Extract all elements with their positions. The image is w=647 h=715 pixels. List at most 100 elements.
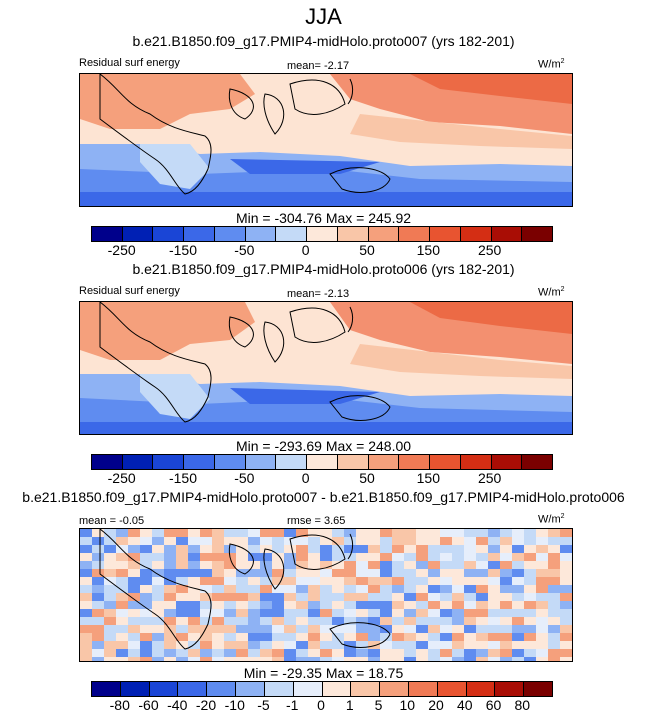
panel-3-cell	[224, 577, 236, 585]
panel-3-cell	[260, 585, 272, 593]
panel-3-cell	[452, 553, 464, 561]
panel-3-cell	[224, 601, 236, 609]
panel-3-cell	[188, 537, 200, 545]
panel-3-cell	[92, 609, 104, 617]
panel-3-cell	[416, 633, 428, 641]
panel-3-cell	[296, 633, 308, 641]
panel-3-cell	[104, 649, 116, 657]
panel-3-cell	[152, 601, 164, 609]
panel-2-colorbar-ticks: -250 -150 -50 0 50 150 250	[91, 470, 551, 486]
panel-3-cell	[524, 633, 536, 641]
panel-3-cell	[356, 641, 368, 649]
panel-3-cell	[356, 601, 368, 609]
panel-3-cell	[548, 553, 560, 561]
panel-3-cell	[152, 529, 164, 537]
panel-3-cell	[536, 537, 548, 545]
panel-3-cell	[116, 633, 128, 641]
panel-3-cell	[488, 585, 500, 593]
panel-3-cell	[332, 577, 344, 585]
panel-3-cell	[104, 657, 116, 661]
panel-3-cell	[452, 537, 464, 545]
colorbar-tick-label: 0	[301, 242, 310, 258]
panel-3-cell	[560, 657, 572, 661]
panel-3-cell	[356, 529, 368, 537]
panel-3-cell	[224, 561, 236, 569]
panel-3-cell	[524, 657, 536, 661]
panel-3-cell	[296, 641, 308, 649]
panel-3-cell	[488, 529, 500, 537]
panel-1-region	[350, 114, 572, 149]
panel-3-cell	[224, 641, 236, 649]
panel-3-cell	[308, 529, 320, 537]
panel-3-cell	[560, 633, 572, 641]
panel-3-cell	[212, 585, 224, 593]
panel-3-cell	[428, 569, 440, 577]
colorbar-box	[207, 682, 237, 696]
panel-3-cell	[464, 601, 476, 609]
panel-3-cell	[272, 625, 284, 633]
colorbar-box	[120, 682, 150, 696]
colorbar-box	[276, 227, 308, 241]
panel-3-cell	[380, 569, 392, 577]
panel-3-cell	[128, 609, 140, 617]
panel-3-cell	[248, 633, 260, 641]
panel-3-cell	[392, 545, 404, 553]
panel-3-cell	[200, 641, 212, 649]
panel-3-cell	[308, 561, 320, 569]
panel-3-cell	[332, 561, 344, 569]
panel-3-cell	[200, 609, 212, 617]
panel-3-cell	[296, 617, 308, 625]
panel-1-coast-australia	[329, 167, 391, 193]
panel-3-cell	[548, 529, 560, 537]
panel-3-cell	[224, 569, 236, 577]
panel-3-cell	[212, 545, 224, 553]
panel-3-cell	[296, 569, 308, 577]
panel-3-cell	[248, 569, 260, 577]
panel-3-cell	[452, 561, 464, 569]
panel-3-cell	[476, 545, 488, 553]
panel-3-cell	[308, 553, 320, 561]
panel-3-cell	[488, 601, 500, 609]
panel-3-cell	[512, 553, 524, 561]
panel-3-cell	[80, 609, 92, 617]
panel-3-colorbar-ticks: -80 -60 -40 -20 -10 -5 -1 0 1 5 10 20 40 60 80	[91, 697, 551, 713]
panel-3-cell	[392, 601, 404, 609]
panel-3-cell	[332, 657, 344, 661]
panel-3-cell	[560, 649, 572, 657]
panel-3-cell	[140, 593, 152, 601]
panel-3-cell	[464, 569, 476, 577]
panel-3-cell	[440, 617, 452, 625]
panel-3-cell	[272, 641, 284, 649]
panel-3-cell	[368, 649, 380, 657]
panel-3-cell	[92, 617, 104, 625]
panel-3-cell	[560, 561, 572, 569]
panel-3-cell	[452, 601, 464, 609]
colorbar-tick-label: 20	[428, 697, 444, 713]
panel-3-cell	[200, 529, 212, 537]
panel-3-cell	[128, 537, 140, 545]
panel-3-cell	[80, 633, 92, 641]
panel-3-cell	[356, 593, 368, 601]
panel-3-cell	[284, 633, 296, 641]
panel-3-cell	[356, 561, 368, 569]
panel-3-cell	[272, 609, 284, 617]
panel-3-cell	[212, 529, 224, 537]
panel-3-cell	[368, 529, 380, 537]
panel-3-cell	[188, 601, 200, 609]
colorbar-box	[307, 227, 338, 241]
panel-3-cell	[524, 545, 536, 553]
panel-3-cell	[260, 641, 272, 649]
colorbar-tick-label: 40	[456, 697, 473, 713]
panel-1-coast-asia	[289, 79, 346, 115]
panel-3-cell	[128, 641, 140, 649]
panel-3-cell	[500, 553, 512, 561]
colorbar-box	[491, 455, 523, 469]
panel-3-cell	[200, 537, 212, 545]
panel-3-cell	[212, 625, 224, 633]
panel-3-cell	[236, 609, 248, 617]
panel-3-cell	[536, 553, 548, 561]
panel-3-cell	[140, 641, 152, 649]
panel-3-cell	[356, 553, 368, 561]
panel-3-cell	[404, 657, 416, 661]
panel-3-cell	[284, 553, 296, 561]
